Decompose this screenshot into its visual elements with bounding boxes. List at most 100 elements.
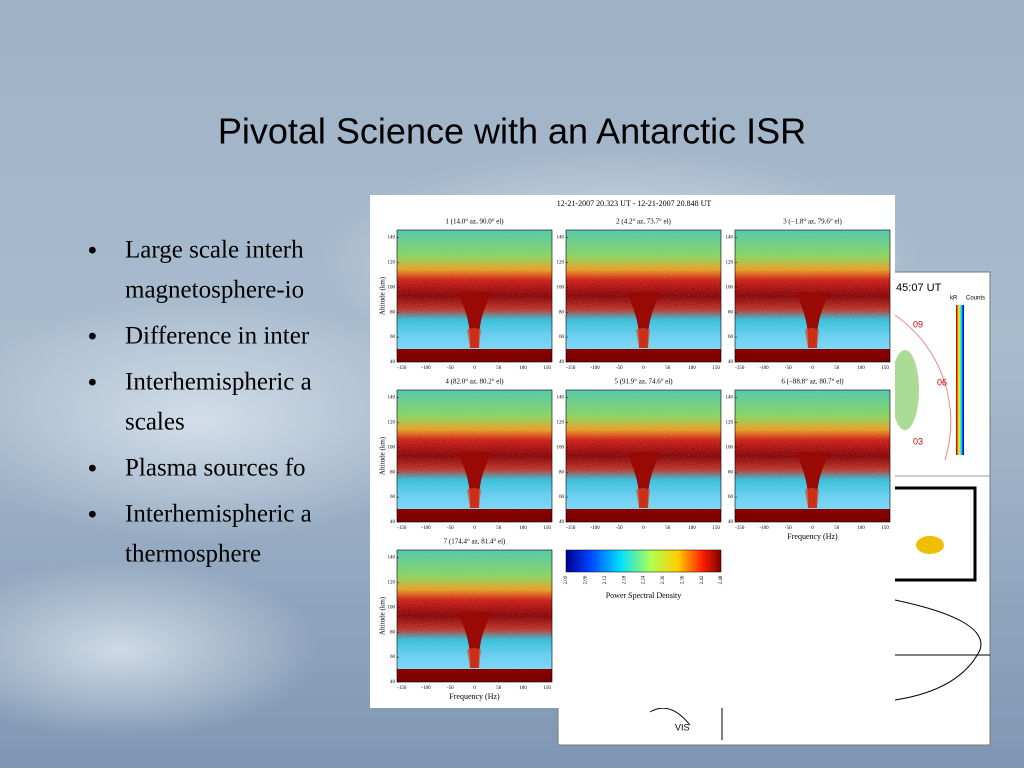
x-tick-label: 100 — [688, 366, 696, 371]
x-tick-label: -50 — [616, 366, 623, 371]
y-tick-label: 140 — [388, 396, 396, 401]
y-tick-label: 120 — [726, 421, 734, 426]
x-tick-label: -150 — [735, 526, 745, 531]
spectrogram — [397, 550, 552, 682]
x-tick-label: 0 — [642, 526, 645, 531]
x-tick-label: 150 — [881, 526, 889, 531]
panel-title: 6 (−88.8° az, 80.7° el) — [781, 378, 844, 386]
x-tick-label: 100 — [519, 366, 527, 371]
colorbar-tick-label: 2.24 — [642, 575, 647, 584]
x-tick-label: -150 — [397, 366, 407, 371]
x-tick-label: -50 — [616, 526, 623, 531]
inset-colorbar — [956, 305, 964, 455]
panel-title: 2 (4.2° az, 73.7° el) — [616, 218, 671, 226]
y-tick-label: 40 — [559, 520, 565, 525]
y-tick-label: 100 — [557, 445, 565, 450]
y-tick-label: 140 — [388, 236, 396, 241]
panel-title: 5 (91.9° az, 74.6° el) — [614, 378, 673, 386]
colorbar-tick-label: 2.18 — [622, 575, 627, 584]
x-tick-label: 100 — [519, 686, 527, 691]
y-tick-label: 40 — [559, 360, 565, 365]
bullet-dot: • — [88, 455, 97, 483]
y-tick-label: 80 — [390, 630, 396, 635]
bullet-text: magnetosphere-io — [125, 277, 304, 304]
bullet-list: • Large scale interh magnetosphere-io • Diff… — [88, 237, 312, 568]
x-tick-label: 0 — [811, 366, 814, 371]
panel-title: 7 (174.4° az, 81.4° el) — [444, 538, 506, 546]
bullet-text: thermosphere — [125, 541, 261, 568]
y-tick-label: 120 — [388, 261, 396, 266]
x-tick-label: 100 — [519, 526, 527, 531]
y-tick-label: 60 — [559, 495, 565, 500]
y-tick-label: 80 — [559, 470, 565, 475]
arrow — [649, 707, 691, 726]
bullet-text: scales — [125, 409, 185, 436]
x-tick-label: -150 — [566, 526, 576, 531]
y-tick-label: 60 — [390, 335, 396, 340]
y-tick-label: 120 — [557, 421, 565, 426]
y-tick-label: 60 — [728, 495, 734, 500]
y-tick-label: 140 — [557, 236, 565, 241]
x-tick-label: -100 — [421, 686, 431, 691]
spectrogram — [397, 390, 552, 522]
spectrogram — [397, 230, 552, 362]
x-tick-label: -100 — [590, 366, 600, 371]
diagram-blob — [916, 536, 944, 554]
cloud — [0, 300, 460, 540]
x-tick-label: 50 — [834, 526, 840, 531]
hour-label: 09 — [913, 319, 923, 329]
inset-time: :45:07 UT — [893, 282, 942, 294]
panel-title: 1 (14.0° az, 90.0° el) — [445, 218, 504, 226]
x-tick-label: 0 — [473, 686, 476, 691]
y-tick-label: 80 — [559, 310, 565, 315]
y-tick-label: 60 — [559, 335, 565, 340]
cloud — [0, 560, 320, 740]
x-tick-label: -50 — [785, 526, 792, 531]
y-axis-label: Altitude (km) — [379, 436, 387, 475]
x-tick-label: -50 — [447, 686, 454, 691]
x-tick-label: -50 — [785, 366, 792, 371]
x-tick-label: 50 — [665, 526, 671, 531]
x-tick-label: 150 — [543, 366, 551, 371]
x-tick-label: -50 — [447, 526, 454, 531]
x-tick-label: 100 — [857, 366, 865, 371]
bullet-dot: • — [88, 323, 97, 351]
colorbar-tick-label: 2.06 — [584, 575, 589, 584]
inset-unit: kR — [950, 296, 958, 302]
x-tick-label: 0 — [473, 366, 476, 371]
hour-label: 03 — [913, 436, 923, 446]
spectrogram — [735, 230, 890, 362]
x-tick-label: 0 — [811, 526, 814, 531]
y-tick-label: 100 — [388, 605, 396, 610]
x-tick-label: 100 — [688, 526, 696, 531]
colorbar-tick-label: 2.42 — [700, 575, 705, 584]
y-tick-label: 80 — [390, 470, 396, 475]
x-tick-label: 0 — [642, 366, 645, 371]
y-tick-label: 140 — [557, 396, 565, 401]
bullet-text: Difference in inter — [125, 323, 310, 350]
y-tick-label: 40 — [390, 520, 396, 525]
x-tick-label: 100 — [857, 526, 865, 531]
panel-title: 4 (82.0° az, 80.2° el) — [445, 378, 504, 386]
x-tick-label: -150 — [735, 366, 745, 371]
spectrogram — [566, 230, 721, 362]
figure-title: 12-21-2007 20.323 UT - 12-21-2007 20.848… — [557, 199, 712, 208]
spectrogram — [566, 390, 721, 522]
x-tick-label: -150 — [397, 526, 407, 531]
x-axis-label: Frequency (Hz) — [449, 692, 500, 701]
bullet-text: Large scale interh — [125, 237, 304, 264]
bullet-dot: • — [88, 237, 97, 265]
x-tick-label: 150 — [543, 686, 551, 691]
bullet-dot: • — [88, 501, 97, 529]
x-tick-label: -100 — [421, 526, 431, 531]
orbit — [894, 599, 982, 701]
inset-unit: Counts — [966, 296, 985, 302]
y-axis-label: Altitude (km) — [379, 276, 387, 315]
y-tick-label: 60 — [390, 655, 396, 660]
bullet-dot: • — [88, 369, 97, 397]
colorbar-tick-label: 2.12 — [603, 575, 608, 584]
hour-label: 06 — [937, 377, 947, 387]
bullet-text: Interhemispheric a — [125, 369, 312, 396]
x-tick-label: 50 — [496, 366, 502, 371]
